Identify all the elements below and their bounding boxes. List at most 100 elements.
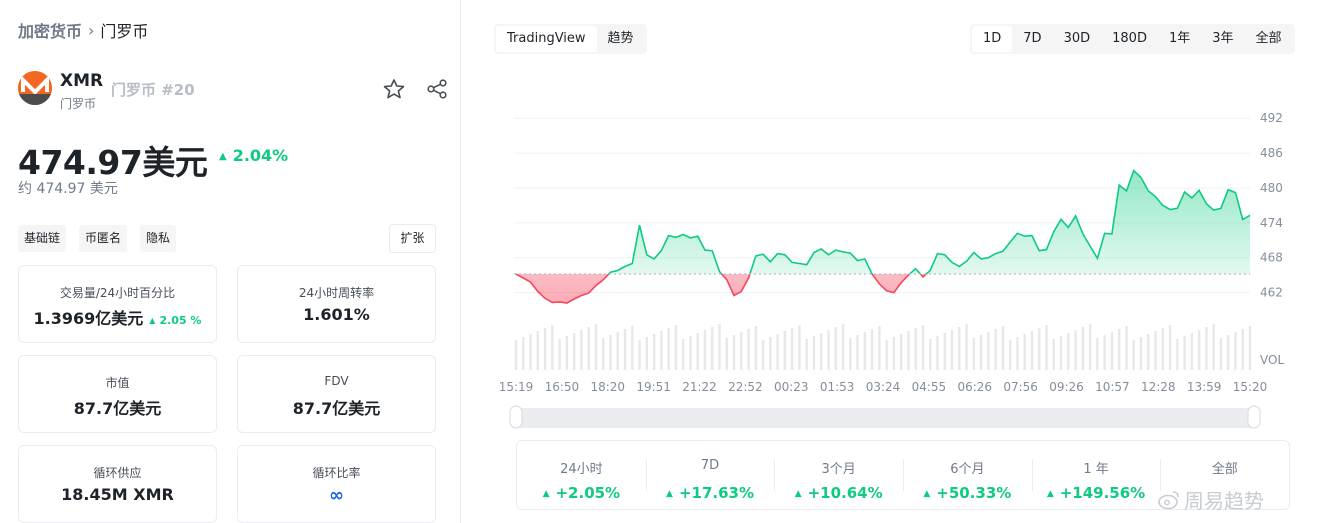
x-tick-label: 04:55 [912, 380, 947, 394]
range-handle-left[interactable] [509, 405, 523, 429]
stat-value-text: +50.33% [936, 484, 1012, 502]
tag-anonymous[interactable]: 币匿名 [79, 225, 128, 252]
coin-name: 门罗币 [60, 97, 97, 111]
range-handle-right[interactable] [1247, 405, 1261, 429]
volume-bar [1067, 333, 1070, 370]
volume-bar [1248, 326, 1252, 370]
volume-bar [798, 325, 801, 370]
stat-value-text: +10.64% [807, 484, 883, 502]
range-30d[interactable]: 30D [1063, 31, 1091, 46]
volume-bar [1088, 324, 1092, 370]
stat-label: 全部 [1211, 462, 1238, 477]
volume-bar [732, 335, 736, 370]
volume-bar [660, 331, 663, 370]
price-approx: 约 474.97 美元 [18, 181, 118, 197]
range-3y[interactable]: 3年 [1212, 31, 1234, 46]
volume-bar [703, 330, 707, 370]
volume-bar [718, 324, 721, 370]
volume-percent: ▲ 2.05 % [149, 314, 201, 327]
volume-bar [958, 327, 961, 370]
stat-6m: 6个月 ▲ +50.33% [903, 441, 1032, 509]
volume-bar [950, 330, 954, 370]
volume-bar [631, 326, 634, 370]
expand-button[interactable]: 扩张 [389, 224, 436, 253]
x-tick-label: 09:26 [1049, 380, 1084, 394]
x-tick-label: 13:59 [1187, 380, 1222, 394]
current-price: 474.97美元 [18, 143, 208, 182]
volume-bar [674, 325, 678, 370]
volume-bar [849, 338, 852, 370]
volume-bar [580, 330, 583, 370]
breadcrumb: 加密货币 › 门罗币 [18, 18, 148, 42]
range-180d[interactable]: 180D [1112, 31, 1147, 46]
stat-3m: 3个月 ▲ +10.64% [774, 441, 903, 509]
stat-24h: 24小时 ▲ +2.05% [517, 441, 646, 509]
volume-bar [1117, 329, 1121, 370]
stat-label: 3个月 [821, 462, 856, 477]
fdv-value: 87.7亿美元 [292, 399, 381, 418]
stat-label: 24小时 [560, 462, 603, 477]
volume-bar [892, 337, 896, 370]
y-tick-label: 468 [1260, 251, 1283, 265]
volume-bar [878, 326, 881, 370]
time-range-tabs: 1D 7D 30D 180D 1年 3年 全部 [970, 24, 1295, 54]
range-1d[interactable]: 1D [972, 26, 1013, 52]
volume-bar [696, 333, 699, 370]
x-tick-label: 01:53 [820, 380, 855, 394]
volume-bar [1212, 324, 1215, 370]
share-icon[interactable] [426, 79, 448, 99]
volume-bar [529, 334, 532, 370]
volume-value: 1.3969亿美元 ▲ 2.05 % [19, 305, 216, 329]
market-cap-value: 87.7亿美元 [73, 399, 162, 418]
volume-bar [841, 324, 845, 370]
volume-bar [943, 333, 946, 370]
volume-bar [761, 340, 765, 370]
volume-bar [638, 340, 641, 370]
x-tick-label: 18:20 [590, 380, 625, 394]
range-scrollbar[interactable] [516, 408, 1254, 428]
volume-bar [1081, 327, 1085, 370]
volume-bar [987, 332, 990, 370]
volume-bar [1176, 339, 1179, 370]
y-tick-label: 462 [1260, 286, 1283, 300]
chart-type-tabs: TradingView 趋势 [494, 24, 647, 54]
range-all[interactable]: 全部 [1255, 31, 1282, 46]
volume-bar [587, 327, 590, 370]
market-cap-card: 市值 87.7亿美元 [18, 355, 217, 433]
volume-percent-value: 2.05 % [159, 314, 202, 327]
breadcrumb-root-link[interactable]: 加密货币 [18, 22, 83, 41]
volume-bar [769, 337, 772, 370]
volume-bar [870, 329, 874, 370]
circulating-ratio-card: 循环比率 ∞ [237, 445, 436, 523]
x-tick-label: 15:20 [1233, 380, 1268, 394]
coin-info-panel: 加密货币 › 门罗币 XMR 门罗币 门罗币 #20 474.97美元 ▲ 2.0… [0, 0, 461, 523]
volume-bar [1139, 337, 1143, 370]
volume-bar [805, 339, 808, 370]
price-chart[interactable]: 492 486 480 474 468 462 VOL 15:19 16:50 18:20 19:5… [500, 70, 1300, 430]
sort-up-icon: ▲ [666, 489, 673, 499]
range-7d[interactable]: 7D [1023, 31, 1042, 46]
tab-tradingview[interactable]: TradingView [496, 26, 597, 52]
range-1y[interactable]: 1年 [1168, 31, 1191, 46]
volume-bar [914, 328, 917, 370]
tab-trend[interactable]: 趋势 [607, 31, 634, 46]
volume-bar [1096, 338, 1099, 370]
volume-bar [522, 337, 525, 370]
star-icon[interactable] [382, 78, 406, 100]
tag-base-chain[interactable]: 基础链 [18, 225, 67, 252]
sort-up-icon: ▲ [923, 489, 931, 499]
volume-bar [740, 332, 743, 370]
volume-bar [994, 329, 997, 370]
circulating-supply-card: 循环供应 18.45M XMR [18, 445, 217, 523]
x-tick-label: 06:26 [957, 380, 992, 394]
stat-label: 6个月 [950, 462, 985, 477]
price-change-value: 2.04% [232, 146, 289, 165]
stat-value-text: +2.05% [555, 484, 621, 502]
volume-bar [1110, 332, 1114, 370]
turnover-card: 24小时周转率 1.601% [237, 265, 436, 343]
watermark-text: 周易趋势 [1184, 489, 1264, 513]
x-tick-label: 03:24 [866, 380, 901, 394]
volume-bar [1001, 326, 1005, 370]
tag-privacy[interactable]: 隐私 [140, 225, 177, 252]
